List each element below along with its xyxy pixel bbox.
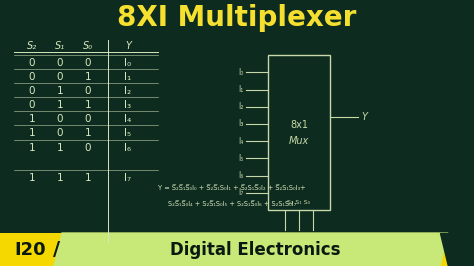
- Text: 0: 0: [29, 72, 35, 82]
- Text: I₂: I₂: [238, 102, 244, 111]
- Text: Y: Y: [361, 112, 367, 122]
- Text: 1: 1: [57, 173, 64, 183]
- Text: I₅: I₅: [125, 128, 132, 138]
- Text: S₂: S₂: [27, 41, 37, 51]
- Text: S₁: S₁: [55, 41, 65, 51]
- Text: Y: Y: [125, 41, 131, 51]
- Text: I₇: I₇: [239, 188, 244, 197]
- Text: I₅: I₅: [238, 154, 244, 163]
- Text: 1: 1: [85, 128, 91, 138]
- Text: 0: 0: [57, 72, 63, 82]
- Polygon shape: [54, 233, 448, 266]
- Text: 0: 0: [29, 86, 35, 96]
- Text: 1: 1: [29, 173, 35, 183]
- Text: 1: 1: [29, 128, 35, 138]
- Text: /: /: [54, 240, 61, 259]
- Text: I20: I20: [14, 240, 46, 259]
- Text: 0: 0: [29, 58, 35, 68]
- Text: 0: 0: [57, 58, 63, 68]
- Text: 1: 1: [57, 86, 64, 96]
- Text: 0: 0: [85, 58, 91, 68]
- Text: 1: 1: [85, 173, 91, 183]
- Text: 0: 0: [57, 128, 63, 138]
- Text: I₆: I₆: [125, 143, 132, 153]
- Text: 1: 1: [85, 100, 91, 110]
- Text: I₁: I₁: [239, 85, 244, 94]
- Text: 8XI Multiplexer: 8XI Multiplexer: [117, 4, 357, 32]
- Bar: [0, 233, 474, 266]
- Text: I₃: I₃: [125, 100, 132, 110]
- Text: 0: 0: [85, 143, 91, 153]
- Text: Digital Electronics: Digital Electronics: [170, 240, 340, 259]
- Text: 1: 1: [29, 143, 35, 153]
- Polygon shape: [440, 233, 474, 266]
- Text: 8x1: 8x1: [290, 120, 308, 130]
- Bar: [268, 55, 330, 210]
- Text: Mux: Mux: [289, 136, 309, 146]
- Text: 0: 0: [85, 86, 91, 96]
- Text: 1: 1: [29, 114, 35, 124]
- Text: I₇: I₇: [125, 173, 132, 183]
- Text: 1: 1: [57, 100, 64, 110]
- Text: 1: 1: [85, 72, 91, 82]
- Text: I₆: I₆: [238, 171, 244, 180]
- Text: I₄: I₄: [239, 137, 244, 146]
- Text: I₃: I₃: [238, 119, 244, 128]
- Text: Y = S̅₂S̅₁S̅₀I₀ + S̅₂S̅₁S₀I₁ + S̅₂S₁S̅₀I₂ + S̅₂S₁S₀I₃+: Y = S̅₂S̅₁S̅₀I₀ + S̅₂S̅₁S₀I₁ + S̅₂S₁S̅₀I…: [158, 185, 306, 191]
- Text: 0: 0: [57, 114, 63, 124]
- Text: S₂S̅₁S̅₀I₄ + S₂S̅₁S₀I₅ + S₂S₁S̅₀I₆ + S₂S₁S₀I₇: S₂S̅₁S̅₀I₄ + S₂S̅₁S₀I₅ + S₂S₁S̅₀I₆ + S₂S…: [168, 201, 296, 207]
- Text: 0: 0: [85, 114, 91, 124]
- Text: I₄: I₄: [124, 114, 132, 124]
- Text: S₂ S₁ S₀: S₂ S₁ S₀: [287, 200, 310, 205]
- Text: I₀: I₀: [238, 68, 244, 77]
- Text: I₂: I₂: [125, 86, 132, 96]
- Text: I₁: I₁: [124, 72, 132, 82]
- Text: 1: 1: [57, 143, 64, 153]
- Text: 0: 0: [29, 100, 35, 110]
- Text: I₀: I₀: [124, 58, 132, 68]
- Text: S₀: S₀: [83, 41, 93, 51]
